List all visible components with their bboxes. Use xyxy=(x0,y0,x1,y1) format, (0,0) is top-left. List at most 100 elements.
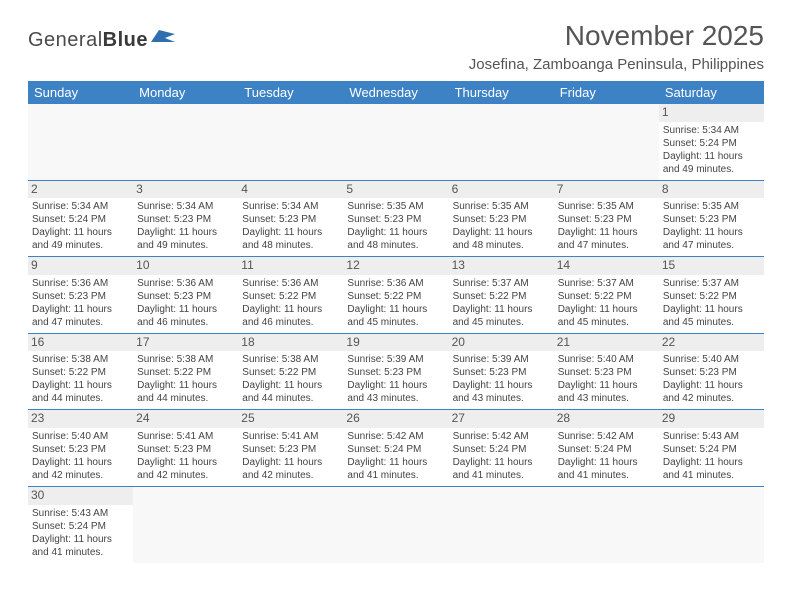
cell-line: Sunrise: 5:39 AM xyxy=(453,353,550,366)
cell-line: Sunset: 5:22 PM xyxy=(663,290,760,303)
cell-line: Sunrise: 5:36 AM xyxy=(347,277,444,290)
cell-line: Sunset: 5:24 PM xyxy=(347,443,444,456)
cell-line: Sunrise: 5:40 AM xyxy=(663,353,760,366)
cell-line: Sunrise: 5:35 AM xyxy=(663,200,760,213)
calendar-cell: 11Sunrise: 5:36 AMSunset: 5:22 PMDayligh… xyxy=(238,257,343,334)
cell-line: Daylight: 11 hours xyxy=(137,379,234,392)
cell-line: Daylight: 11 hours xyxy=(558,379,655,392)
cell-line: Daylight: 11 hours xyxy=(453,303,550,316)
cell-line: and 42 minutes. xyxy=(663,392,760,405)
day-number: 10 xyxy=(133,257,238,275)
weekday-header: Sunday xyxy=(28,81,133,104)
location: Josefina, Zamboanga Peninsula, Philippin… xyxy=(469,56,764,73)
cell-line: and 44 minutes. xyxy=(242,392,339,405)
cell-line: Sunset: 5:23 PM xyxy=(558,366,655,379)
calendar-cell: 26Sunrise: 5:42 AMSunset: 5:24 PMDayligh… xyxy=(343,410,448,487)
cell-line: and 48 minutes. xyxy=(347,239,444,252)
cell-line: Daylight: 11 hours xyxy=(663,456,760,469)
cell-line: and 41 minutes. xyxy=(453,469,550,482)
cell-line: Daylight: 11 hours xyxy=(347,226,444,239)
calendar-cell: 13Sunrise: 5:37 AMSunset: 5:22 PMDayligh… xyxy=(449,257,554,334)
cell-line: Daylight: 11 hours xyxy=(347,456,444,469)
calendar-cell: 14Sunrise: 5:37 AMSunset: 5:22 PMDayligh… xyxy=(554,257,659,334)
day-number: 19 xyxy=(343,334,448,352)
cell-line: Daylight: 11 hours xyxy=(453,379,550,392)
cell-line: Sunrise: 5:41 AM xyxy=(137,430,234,443)
cell-line: Daylight: 11 hours xyxy=(347,303,444,316)
cell-line: Sunset: 5:22 PM xyxy=(347,290,444,303)
calendar-cell-empty xyxy=(28,104,133,180)
cell-line: Sunset: 5:24 PM xyxy=(663,443,760,456)
calendar-cell-empty xyxy=(554,104,659,180)
day-number: 13 xyxy=(449,257,554,275)
cell-line: Daylight: 11 hours xyxy=(32,456,129,469)
calendar-row: 9Sunrise: 5:36 AMSunset: 5:23 PMDaylight… xyxy=(28,257,764,334)
calendar-cell-empty xyxy=(343,104,448,180)
cell-line: and 48 minutes. xyxy=(242,239,339,252)
day-number: 17 xyxy=(133,334,238,352)
calendar-body: 1Sunrise: 5:34 AMSunset: 5:24 PMDaylight… xyxy=(28,104,764,563)
cell-line: Sunset: 5:24 PM xyxy=(453,443,550,456)
cell-line: Daylight: 11 hours xyxy=(453,456,550,469)
day-number: 1 xyxy=(659,104,764,122)
calendar-row: 23Sunrise: 5:40 AMSunset: 5:23 PMDayligh… xyxy=(28,410,764,487)
header: GeneralBlue November 2025 Josefina, Zamb… xyxy=(28,20,764,73)
day-number: 29 xyxy=(659,410,764,428)
calendar-cell: 1Sunrise: 5:34 AMSunset: 5:24 PMDaylight… xyxy=(659,104,764,180)
weekday-header: Monday xyxy=(133,81,238,104)
calendar-cell: 19Sunrise: 5:39 AMSunset: 5:23 PMDayligh… xyxy=(343,333,448,410)
cell-line: Daylight: 11 hours xyxy=(32,226,129,239)
calendar-cell-empty xyxy=(449,104,554,180)
cell-line: Daylight: 11 hours xyxy=(558,303,655,316)
calendar-cell: 17Sunrise: 5:38 AMSunset: 5:22 PMDayligh… xyxy=(133,333,238,410)
cell-line: Sunrise: 5:34 AM xyxy=(32,200,129,213)
calendar-head: SundayMondayTuesdayWednesdayThursdayFrid… xyxy=(28,81,764,104)
logo-text-1: General xyxy=(28,29,103,51)
calendar-page: GeneralBlue November 2025 Josefina, Zamb… xyxy=(0,0,792,573)
cell-line: Sunset: 5:22 PM xyxy=(453,290,550,303)
day-number: 3 xyxy=(133,181,238,199)
day-number: 5 xyxy=(343,181,448,199)
cell-line: Sunset: 5:23 PM xyxy=(347,366,444,379)
calendar-cell: 29Sunrise: 5:43 AMSunset: 5:24 PMDayligh… xyxy=(659,410,764,487)
cell-line: and 45 minutes. xyxy=(453,316,550,329)
calendar-cell: 2Sunrise: 5:34 AMSunset: 5:24 PMDaylight… xyxy=(28,180,133,257)
cell-line: Sunset: 5:24 PM xyxy=(32,213,129,226)
day-number: 27 xyxy=(449,410,554,428)
cell-line: Sunrise: 5:38 AM xyxy=(242,353,339,366)
calendar-cell: 23Sunrise: 5:40 AMSunset: 5:23 PMDayligh… xyxy=(28,410,133,487)
cell-line: and 41 minutes. xyxy=(663,469,760,482)
logo: GeneralBlue xyxy=(28,28,177,53)
calendar-cell: 7Sunrise: 5:35 AMSunset: 5:23 PMDaylight… xyxy=(554,180,659,257)
cell-line: Daylight: 11 hours xyxy=(663,226,760,239)
cell-line: and 43 minutes. xyxy=(347,392,444,405)
cell-line: Sunrise: 5:42 AM xyxy=(347,430,444,443)
calendar-cell-empty xyxy=(449,486,554,562)
cell-line: Sunrise: 5:35 AM xyxy=(558,200,655,213)
cell-line: and 41 minutes. xyxy=(347,469,444,482)
day-number: 11 xyxy=(238,257,343,275)
day-number: 7 xyxy=(554,181,659,199)
calendar-row: 2Sunrise: 5:34 AMSunset: 5:24 PMDaylight… xyxy=(28,180,764,257)
calendar-cell: 9Sunrise: 5:36 AMSunset: 5:23 PMDaylight… xyxy=(28,257,133,334)
cell-line: and 47 minutes. xyxy=(663,239,760,252)
day-number: 22 xyxy=(659,334,764,352)
cell-line: Sunrise: 5:41 AM xyxy=(242,430,339,443)
cell-line: Sunset: 5:23 PM xyxy=(137,443,234,456)
day-number: 23 xyxy=(28,410,133,428)
day-number: 8 xyxy=(659,181,764,199)
calendar-cell: 25Sunrise: 5:41 AMSunset: 5:23 PMDayligh… xyxy=(238,410,343,487)
cell-line: Daylight: 11 hours xyxy=(32,533,129,546)
cell-line: Sunset: 5:22 PM xyxy=(32,366,129,379)
cell-line: Daylight: 11 hours xyxy=(558,456,655,469)
cell-line: Sunrise: 5:36 AM xyxy=(32,277,129,290)
cell-line: Sunrise: 5:34 AM xyxy=(663,124,760,137)
month-title: November 2025 xyxy=(469,20,764,52)
cell-line: and 49 minutes. xyxy=(137,239,234,252)
day-number: 12 xyxy=(343,257,448,275)
day-number: 20 xyxy=(449,334,554,352)
cell-line: Sunset: 5:24 PM xyxy=(663,137,760,150)
calendar-row: 1Sunrise: 5:34 AMSunset: 5:24 PMDaylight… xyxy=(28,104,764,180)
cell-line: and 47 minutes. xyxy=(32,316,129,329)
calendar-cell-empty xyxy=(133,486,238,562)
